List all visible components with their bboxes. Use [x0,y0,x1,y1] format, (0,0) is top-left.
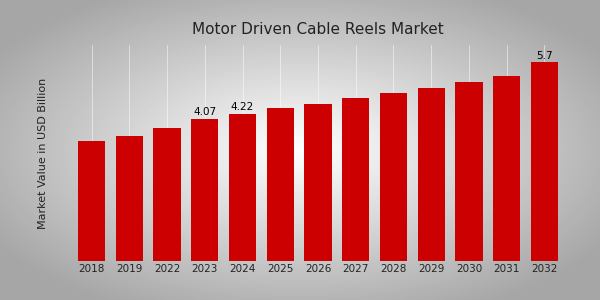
Bar [380,93,407,261]
Bar [304,103,332,261]
Text: 4.07: 4.07 [193,107,217,118]
Bar [266,108,294,261]
Bar [531,62,558,261]
Bar [342,98,370,261]
Text: 5.7: 5.7 [536,51,553,61]
Text: 4.22: 4.22 [231,102,254,112]
Bar [493,76,520,261]
Title: Motor Driven Cable Reels Market: Motor Driven Cable Reels Market [192,22,444,37]
Bar [116,136,143,261]
Bar [418,88,445,261]
Bar [455,82,482,261]
Y-axis label: Market Value in USD Billion: Market Value in USD Billion [38,77,49,229]
Bar [154,128,181,261]
Bar [78,141,105,261]
Bar [191,119,218,261]
Bar [229,114,256,261]
